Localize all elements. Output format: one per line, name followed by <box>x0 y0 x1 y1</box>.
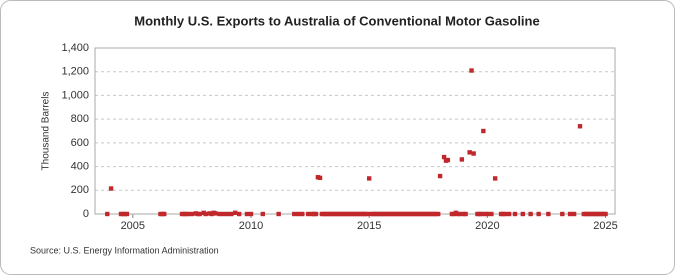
point <box>276 211 281 217</box>
point <box>463 211 468 217</box>
point <box>457 211 462 217</box>
chart-title: Monthly U.S. Exports to Australia of Con… <box>134 13 539 28</box>
point <box>225 211 230 217</box>
x-tick-label: 2020 <box>475 220 499 232</box>
point <box>512 211 518 217</box>
point <box>492 176 498 181</box>
point <box>105 211 110 217</box>
point <box>560 211 565 217</box>
point <box>317 175 323 181</box>
point <box>528 211 533 217</box>
point <box>366 176 372 181</box>
y-tick-label: 1,400 <box>61 42 89 54</box>
point <box>489 211 494 217</box>
point <box>213 211 218 216</box>
y-tick-label: 1,000 <box>61 89 89 101</box>
y-tick-label: 400 <box>71 160 89 172</box>
point <box>506 211 512 217</box>
point <box>502 211 508 217</box>
point <box>445 157 451 163</box>
point <box>436 211 441 217</box>
y-tick-label: 1,200 <box>61 66 89 78</box>
point <box>365 211 370 217</box>
point <box>546 211 551 217</box>
point <box>467 150 472 155</box>
point <box>260 211 266 217</box>
point <box>469 68 474 73</box>
point <box>189 211 195 217</box>
x-tick-label: 2005 <box>121 220 145 232</box>
point <box>306 211 311 217</box>
point <box>577 124 583 129</box>
point <box>441 154 447 160</box>
point <box>229 211 234 217</box>
y-tick-label: 600 <box>71 137 89 149</box>
point <box>536 211 541 217</box>
point <box>292 211 297 217</box>
point <box>296 211 301 217</box>
point <box>197 211 202 217</box>
x-tick-label: 2025 <box>593 220 617 232</box>
point <box>567 211 573 217</box>
point <box>248 211 254 217</box>
point <box>571 211 577 217</box>
y-tick-label: 800 <box>71 113 89 125</box>
point <box>217 211 222 217</box>
point <box>485 211 490 217</box>
y-tick-label: 200 <box>71 184 89 196</box>
point <box>185 211 191 217</box>
point <box>300 211 305 217</box>
x-tick-label: 2015 <box>357 220 381 232</box>
y-axis-label: Thousand Barrels <box>41 92 52 171</box>
point <box>459 157 465 162</box>
point <box>471 151 476 156</box>
point <box>437 173 443 179</box>
point <box>244 211 250 217</box>
point <box>603 211 608 217</box>
point <box>236 211 242 217</box>
y-tick-label: 0 <box>83 208 89 220</box>
point <box>479 211 484 217</box>
point <box>162 211 167 217</box>
point <box>313 211 319 217</box>
point <box>203 211 208 217</box>
point <box>520 211 526 217</box>
point <box>481 128 486 134</box>
point <box>221 211 226 217</box>
point <box>124 211 130 217</box>
source-note: Source: U.S. Energy Information Administ… <box>30 245 219 255</box>
x-tick-label: 2010 <box>239 220 263 232</box>
point <box>232 210 238 216</box>
point <box>108 186 114 191</box>
